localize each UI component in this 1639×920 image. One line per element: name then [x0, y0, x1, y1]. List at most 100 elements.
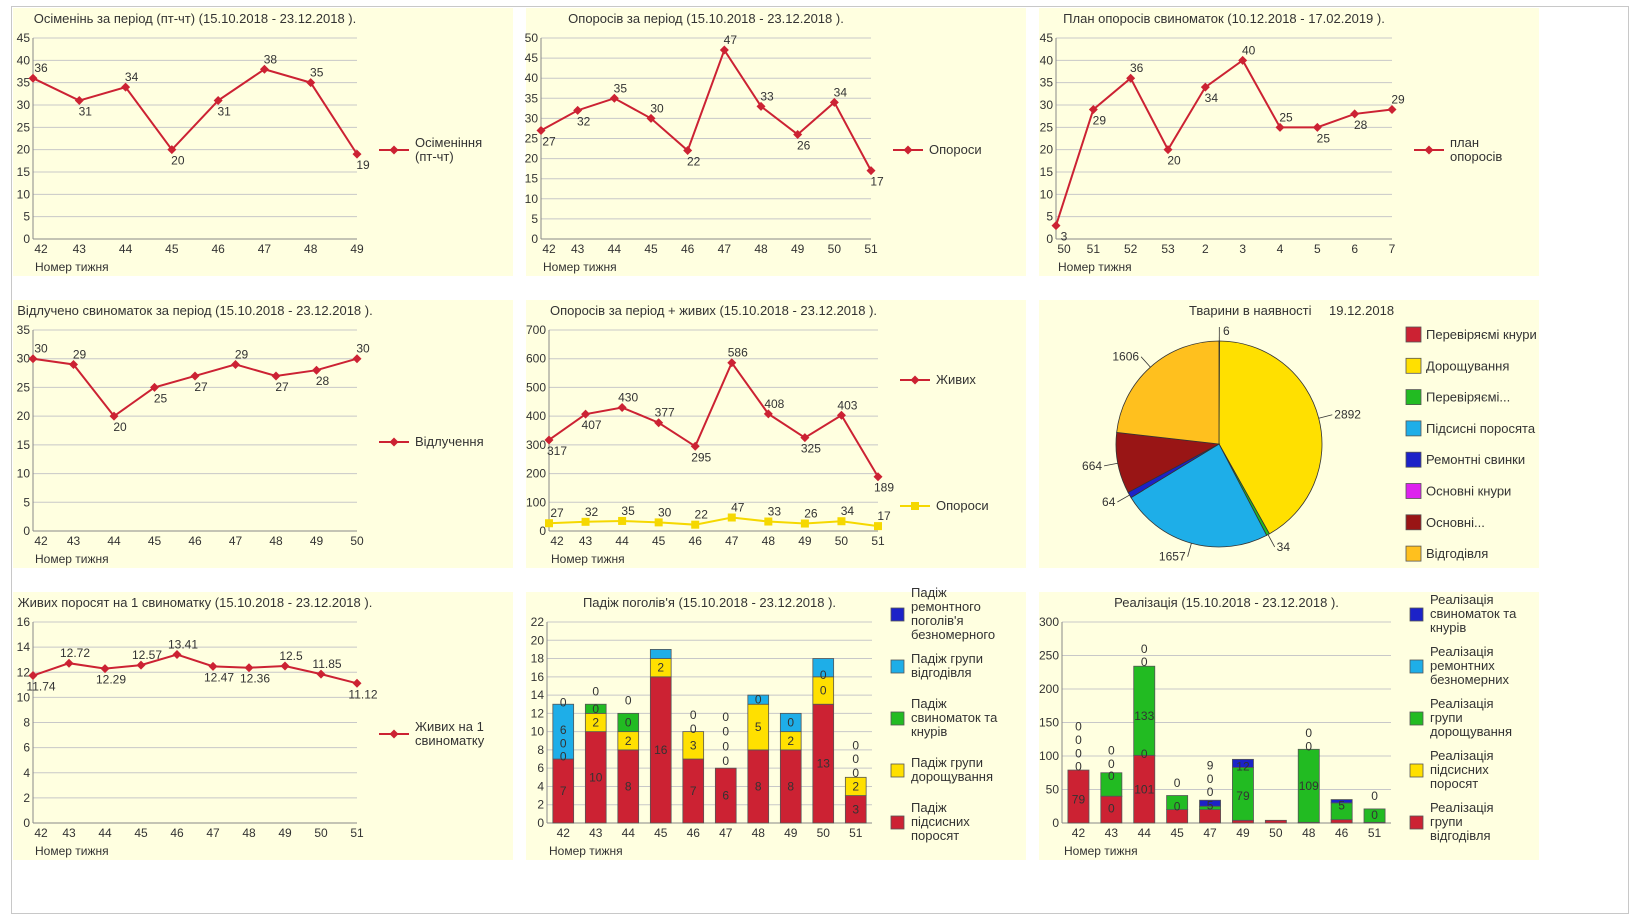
series-падіж-свиноматок-та-кнурів [584, 703, 640, 733]
bar-segment [1232, 819, 1254, 824]
y-tick-label: 14 [17, 640, 31, 654]
data-point [800, 433, 810, 443]
data-point [829, 97, 839, 107]
y-tick-label: 4 [537, 779, 544, 793]
y-tick-label: 0 [1052, 816, 1059, 830]
y-tick-label: 30 [525, 111, 539, 125]
legend-marker [1424, 145, 1434, 155]
data-label: 189 [874, 481, 894, 495]
y-tick-label: 15 [17, 165, 31, 179]
series-line [548, 516, 879, 528]
y-tick-label: 5 [1046, 210, 1053, 224]
x-tick-label: 42 [34, 826, 48, 840]
x-tick-label: 43 [67, 534, 81, 548]
y-tick-label: 40 [525, 71, 539, 85]
data-point [545, 519, 553, 528]
bar-segment [617, 712, 640, 733]
data-label: 0 [1371, 789, 1378, 803]
data-label: 0 [592, 702, 599, 716]
chart-title: Опоросів за період + живих (15.10.2018 -… [550, 303, 877, 318]
data-label: 34 [1205, 91, 1219, 105]
data-point [136, 660, 146, 670]
leader-line [1117, 494, 1130, 503]
series-план-опоросів: 3 29 36 20 34 40 25 25 28 29 [1051, 43, 1405, 244]
data-label: 0 [1207, 772, 1214, 786]
data-label: 27 [194, 380, 208, 394]
legend-swatch [1409, 659, 1424, 674]
y-tick-label: 30 [1040, 98, 1054, 112]
chart-panel-mortality: Падіж поголів'я (15.10.2018 - 23.12.2018… [526, 585, 1026, 860]
bar-segment [747, 694, 770, 705]
bar-segment [1330, 819, 1353, 824]
data-label: 25 [154, 391, 168, 405]
data-label: 34 [841, 504, 855, 518]
y-tick-label: 35 [1040, 76, 1054, 90]
data-point [352, 678, 362, 688]
series-line [540, 47, 872, 172]
y-tick-label: 0 [23, 232, 30, 246]
y-tick-label: 16 [531, 670, 545, 684]
legend-item: Живих [900, 372, 976, 387]
legend-swatch [890, 711, 905, 726]
data-label: 3 [852, 802, 859, 816]
data-label: 20 [1167, 154, 1181, 168]
data-label: 35 [310, 66, 324, 80]
legend-item: Опороси [900, 498, 989, 513]
legend-swatch [890, 607, 905, 622]
x-tick-label: 48 [269, 534, 283, 548]
x-tick-label: 49 [310, 534, 324, 548]
bar-segment [682, 731, 705, 760]
leader-line [1140, 356, 1151, 368]
data-point [213, 96, 223, 106]
legend-label: Падіж групи [911, 651, 983, 666]
legend-label: безномерного [911, 627, 995, 642]
data-label: 79 [1072, 793, 1086, 807]
data-label: 31 [79, 105, 93, 119]
x-tick-label: 46 [1335, 826, 1349, 840]
x-tick-label: 53 [1161, 242, 1175, 256]
legend-label: свиноматок та [911, 710, 998, 725]
data-label: 13.41 [168, 638, 198, 652]
data-label: 0 [722, 739, 729, 753]
data-label: 6 [560, 723, 567, 737]
data-label: 0 [852, 752, 859, 766]
data-label: 3 [690, 738, 697, 752]
data-point [28, 354, 38, 364]
data-label: 0 [625, 694, 632, 708]
chart-panel-farrowings: Опоросів за період (15.10.2018 - 23.12.2… [525, 8, 1026, 276]
data-label: 35 [621, 504, 635, 518]
legend-marker [389, 145, 399, 155]
data-label: 34 [1277, 540, 1291, 554]
x-axis-label: Номер тижня [35, 260, 109, 274]
data-label: 12.36 [240, 672, 270, 686]
legend-label: Ремонтні свинки [1426, 452, 1525, 467]
data-label: 35 [614, 81, 628, 95]
data-label: 29 [235, 347, 249, 361]
data-label: 0 [820, 684, 827, 698]
legend-label: Реалізація [1430, 748, 1494, 763]
data-label: 12.5 [279, 649, 303, 663]
legend-marker [911, 502, 919, 510]
data-label: 1606 [1112, 350, 1139, 364]
data-label: 31 [217, 105, 231, 119]
data-label: 0 [1141, 655, 1148, 669]
data-label: 29 [1093, 113, 1107, 127]
x-tick-label: 45 [165, 242, 179, 256]
chart-title: Падіж поголів'я (15.10.2018 - 23.12.2018… [583, 595, 836, 610]
series-падіж-групи-відгодівля [552, 649, 835, 760]
y-tick-label: 22 [531, 615, 545, 629]
data-label: 27 [550, 506, 564, 520]
data-point [654, 518, 663, 527]
data-label: 0 [852, 738, 859, 752]
data-label: 33 [768, 505, 782, 519]
x-axis-label: Номер тижня [35, 552, 109, 566]
x-tick-label: 51 [849, 826, 863, 840]
y-tick-label: 8 [23, 716, 30, 730]
chart-svg-c9: Реалізація (15.10.2018 - 23.12.2018 ).05… [1039, 592, 1517, 858]
data-label: 9 [1207, 758, 1214, 772]
series-line [32, 653, 358, 685]
data-label: 101 [1134, 783, 1154, 797]
